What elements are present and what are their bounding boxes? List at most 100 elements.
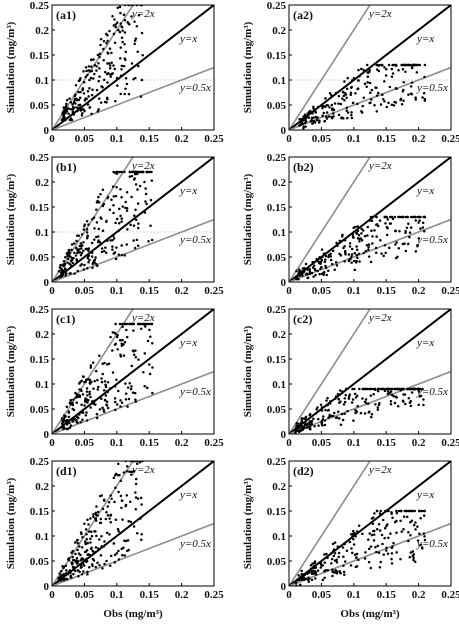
y-tick-label-b2: 0.25 (267, 152, 287, 164)
data-point-c2 (324, 408, 327, 412)
data-point-d2 (333, 541, 337, 544)
data-point-a2 (356, 102, 359, 106)
data-point-b2 (364, 249, 368, 253)
data-point-d2 (353, 553, 357, 556)
y-tick-label-a1: 0.2 (35, 25, 49, 37)
data-point-d1 (120, 506, 123, 510)
x-tick-label-d1: 0 (49, 589, 55, 601)
data-point-b1 (97, 195, 100, 199)
data-point-c1 (100, 397, 103, 400)
data-point-b1 (59, 271, 63, 275)
data-point-b1 (63, 262, 67, 266)
data-point-a2 (375, 94, 379, 97)
data-point-d1 (102, 545, 105, 548)
data-point-c1 (109, 335, 112, 339)
data-point-a2 (327, 115, 331, 118)
data-point-a1 (113, 41, 117, 44)
data-point-b2 (350, 261, 353, 264)
data-point-b2 (298, 274, 301, 277)
data-point-a1 (109, 64, 112, 67)
data-point-b2 (347, 253, 351, 256)
data-point-a1 (67, 112, 70, 115)
data-point-b1 (86, 256, 90, 260)
data-point-b2 (394, 229, 397, 232)
data-point-a2 (377, 91, 380, 95)
data-point-c1 (125, 322, 129, 326)
data-point-a1 (69, 101, 73, 104)
data-point-a1 (87, 95, 90, 98)
data-point-b1 (61, 263, 65, 266)
data-point-c2 (376, 389, 380, 393)
data-point-b2 (396, 255, 399, 259)
data-point-d1 (117, 558, 121, 561)
data-point-d1 (109, 554, 113, 558)
data-point-b1 (70, 257, 74, 260)
data-point-a1 (96, 110, 100, 113)
y-tick-label-a1: 0 (44, 125, 50, 137)
data-point-c1 (81, 418, 84, 421)
data-point-c1 (76, 395, 79, 399)
data-point-b1 (118, 170, 122, 174)
data-point-b2 (306, 267, 309, 271)
data-point-b1 (105, 251, 108, 254)
data-point-d1 (85, 538, 89, 541)
y-tick-label-b1: 0.15 (30, 202, 50, 214)
data-point-d1 (124, 539, 128, 543)
data-point-b2 (326, 269, 330, 272)
data-point-c2 (392, 395, 395, 398)
data-point-a1 (102, 47, 105, 51)
data-point-b2 (418, 219, 421, 222)
data-point-a1 (93, 72, 96, 76)
data-point-b2 (388, 222, 392, 225)
data-point-c2 (383, 389, 387, 393)
data-point-a2 (404, 63, 407, 67)
data-point-c1 (106, 390, 109, 394)
data-point-d1 (71, 566, 75, 569)
data-point-c1 (69, 399, 72, 402)
data-point-d2 (351, 529, 355, 533)
data-point-a2 (316, 105, 320, 109)
data-point-b2 (355, 232, 359, 235)
y-tick-label-c2: 0.15 (267, 354, 287, 366)
data-point-b1 (105, 220, 108, 224)
data-point-d2 (310, 578, 314, 582)
data-point-c2 (358, 387, 361, 391)
data-point-b2 (351, 235, 355, 238)
data-point-d2 (332, 548, 336, 551)
data-point-a1 (133, 20, 136, 23)
data-point-c1 (114, 332, 117, 335)
data-point-b1 (79, 242, 83, 245)
data-point-d1 (70, 561, 73, 564)
data-point-d2 (300, 569, 303, 573)
data-point-d2 (418, 532, 421, 536)
data-point-c1 (83, 404, 86, 407)
data-point-c1 (79, 388, 82, 391)
data-point-a1 (78, 96, 82, 100)
y-tick-label-b2: 0.2 (272, 177, 286, 189)
data-point-b2 (417, 215, 421, 219)
data-point-d1 (74, 541, 77, 544)
data-point-b1 (136, 170, 140, 174)
ref-line-a1-slope-1 (52, 5, 214, 130)
data-point-d2 (332, 554, 336, 558)
x-tick-label-c2: 0.05 (312, 437, 332, 449)
data-point-a2 (362, 68, 365, 72)
data-point-d2 (323, 553, 326, 556)
data-point-d1 (136, 532, 139, 535)
ref-line-label-a1: y=x (179, 33, 197, 45)
y-tick-label-c2: 0.25 (267, 304, 287, 316)
data-point-b1 (91, 262, 95, 266)
data-point-a2 (358, 75, 361, 78)
ref-line-label-a2: y=0.5x (416, 82, 448, 94)
data-point-a1 (109, 75, 113, 78)
data-point-b1 (148, 170, 151, 174)
data-point-b1 (146, 170, 149, 174)
data-point-b1 (117, 222, 121, 225)
data-point-d1 (103, 562, 106, 566)
data-point-b1 (140, 170, 144, 174)
data-point-c1 (79, 420, 82, 424)
data-point-c1 (67, 415, 71, 419)
data-point-a1 (103, 70, 107, 74)
data-point-d1 (109, 564, 112, 567)
data-point-b1 (91, 218, 94, 221)
